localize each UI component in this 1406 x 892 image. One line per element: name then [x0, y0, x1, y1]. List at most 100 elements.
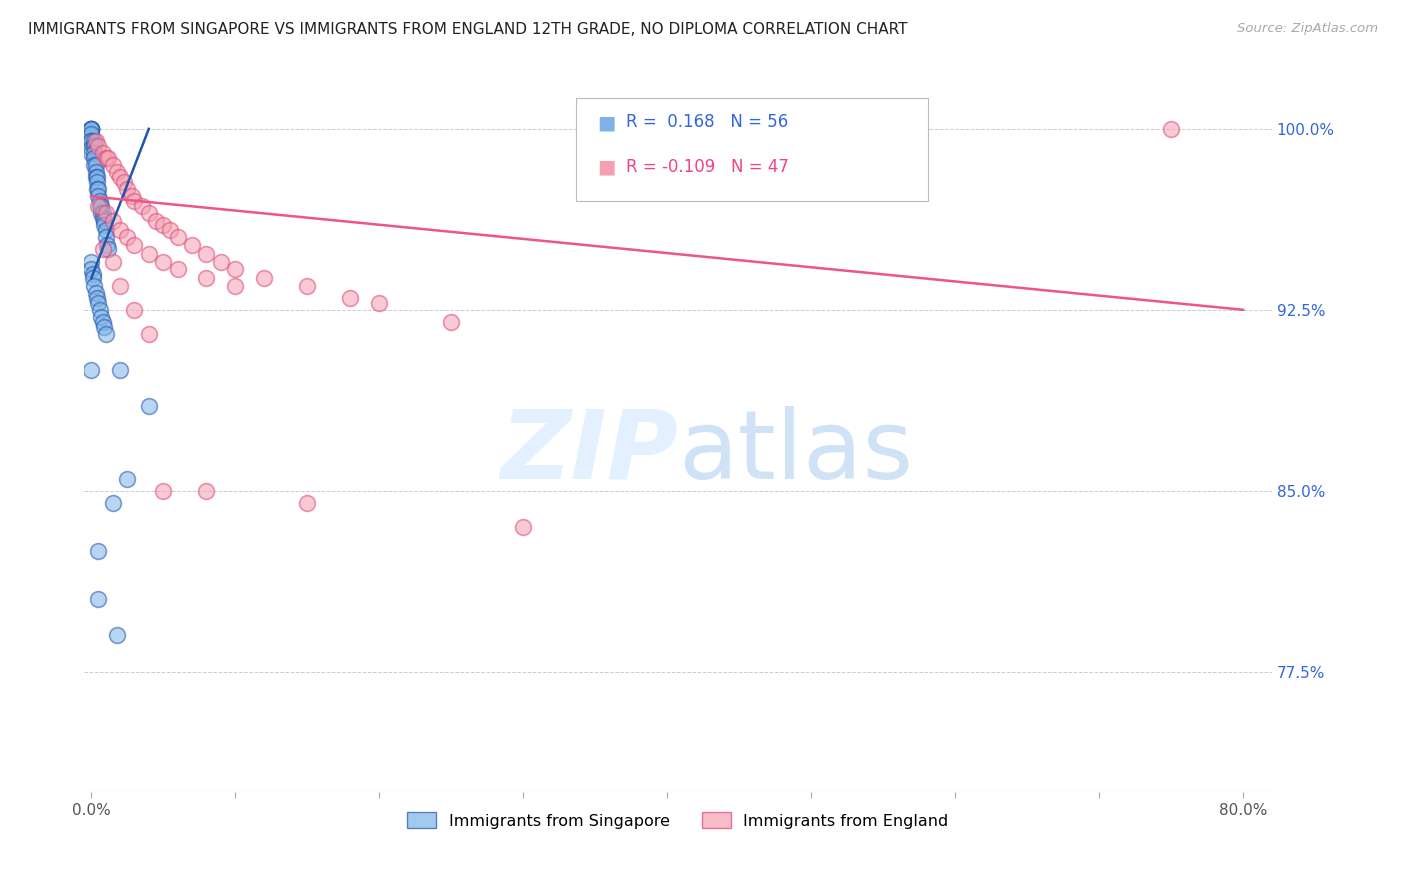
Point [138, 247, 160, 261]
Point [124, 237, 146, 252]
Point [195, 483, 218, 498]
Point [86, 175, 108, 189]
Point [115, 230, 138, 244]
Text: ZIP: ZIP [501, 406, 678, 499]
Point [80, 121, 103, 136]
Point [94, 151, 117, 165]
Point [87, 592, 110, 607]
Point [84, 158, 107, 172]
Point [83, 278, 105, 293]
Point [90, 199, 112, 213]
Point [89, 199, 111, 213]
Point [138, 206, 160, 220]
Point [124, 302, 146, 317]
Point [145, 213, 167, 227]
Text: R = -0.109   N = 47: R = -0.109 N = 47 [626, 158, 789, 176]
Point [209, 254, 232, 268]
Point [166, 230, 188, 244]
Point [87, 138, 110, 153]
Point [89, 194, 111, 209]
Point [80, 121, 103, 136]
Point [512, 520, 534, 534]
Point [101, 496, 124, 510]
Text: IMMIGRANTS FROM SINGAPORE VS IMMIGRANTS FROM ENGLAND 12TH GRADE, NO DIPLOMA CORR: IMMIGRANTS FROM SINGAPORE VS IMMIGRANTS … [28, 22, 908, 37]
Point [80, 363, 103, 377]
Point [87, 199, 110, 213]
Point [138, 399, 160, 413]
Point [80, 121, 103, 136]
Point [87, 544, 110, 558]
Point [80, 145, 103, 160]
Point [80, 134, 103, 148]
Point [115, 182, 138, 196]
Point [108, 363, 131, 377]
Point [93, 319, 115, 334]
Point [108, 223, 131, 237]
Point [94, 223, 117, 237]
Point [90, 310, 112, 324]
Point [195, 271, 218, 285]
Point [80, 134, 103, 148]
Point [101, 213, 124, 227]
Text: ■: ■ [598, 113, 616, 132]
Point [80, 141, 103, 155]
Point [108, 278, 131, 293]
Point [97, 243, 120, 257]
Point [86, 291, 108, 305]
Point [82, 271, 104, 285]
Point [295, 496, 318, 510]
Point [166, 261, 188, 276]
Point [224, 278, 246, 293]
Point [87, 295, 110, 310]
Point [80, 121, 103, 136]
Point [181, 237, 204, 252]
Point [121, 189, 143, 203]
Point [253, 271, 276, 285]
Point [93, 213, 115, 227]
Point [84, 165, 107, 179]
Point [91, 315, 114, 329]
Point [97, 151, 120, 165]
Text: ■: ■ [598, 158, 616, 177]
Point [124, 194, 146, 209]
Point [91, 243, 114, 257]
Point [84, 285, 107, 300]
Point [83, 134, 105, 148]
Point [112, 175, 135, 189]
Point [93, 219, 115, 233]
Point [131, 199, 153, 213]
Legend: Immigrants from Singapore, Immigrants from England: Immigrants from Singapore, Immigrants fr… [401, 805, 955, 835]
Text: Source: ZipAtlas.com: Source: ZipAtlas.com [1237, 22, 1378, 36]
Point [80, 127, 103, 141]
Point [195, 247, 218, 261]
Point [94, 326, 117, 341]
Point [295, 278, 318, 293]
Point [96, 237, 118, 252]
Point [86, 182, 108, 196]
Point [83, 138, 105, 153]
Point [440, 315, 463, 329]
Point [82, 267, 104, 281]
Text: R =  0.168   N = 56: R = 0.168 N = 56 [626, 113, 787, 131]
Point [80, 261, 103, 276]
Point [83, 145, 105, 160]
Text: atlas: atlas [678, 406, 912, 499]
Point [83, 158, 105, 172]
Point [115, 472, 138, 486]
Point [368, 295, 391, 310]
Point [152, 219, 174, 233]
Point [105, 628, 128, 642]
Point [89, 302, 111, 317]
Point [224, 261, 246, 276]
Point [84, 170, 107, 185]
Point [94, 230, 117, 244]
Point [138, 326, 160, 341]
Point [91, 206, 114, 220]
Point [108, 170, 131, 185]
Point [1160, 121, 1182, 136]
Point [80, 121, 103, 136]
Point [80, 254, 103, 268]
Point [101, 254, 124, 268]
Point [152, 483, 174, 498]
Point [159, 223, 181, 237]
